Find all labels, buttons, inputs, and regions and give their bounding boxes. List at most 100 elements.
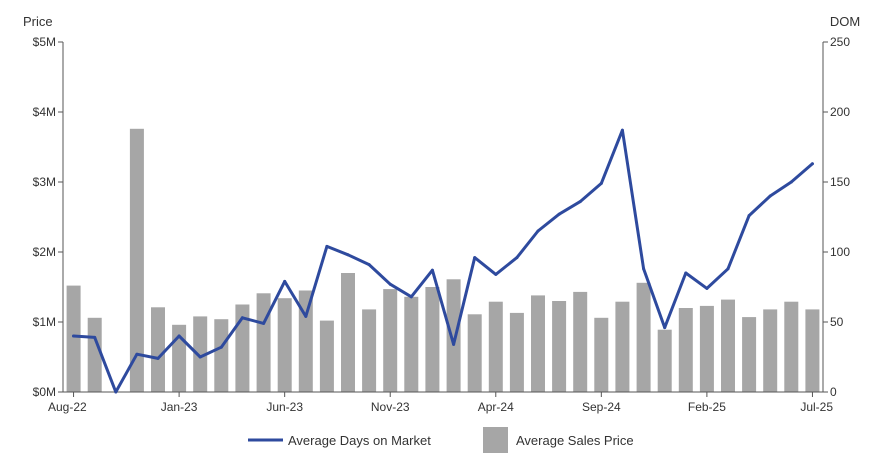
left-tick-label: $5M <box>33 35 56 49</box>
price-bar <box>235 304 250 392</box>
dom-point <box>93 335 97 339</box>
price-bar <box>509 312 524 392</box>
price-bar <box>425 287 440 392</box>
dom-point <box>578 200 582 204</box>
legend: Average Days on Market Average Sales Pri… <box>248 427 634 453</box>
dom-point <box>768 194 772 198</box>
right-tick-label: 100 <box>830 245 850 259</box>
legend-label-price: Average Sales Price <box>516 433 634 448</box>
price-bar <box>636 282 651 392</box>
dom-point <box>473 256 477 260</box>
left-tick-label: $4M <box>33 105 56 119</box>
price-bar <box>552 301 567 392</box>
price-bar <box>531 295 545 392</box>
left-tick-label: $1M <box>33 315 56 329</box>
dom-line <box>72 128 814 394</box>
price-bar <box>193 316 208 392</box>
dom-point <box>304 314 308 318</box>
dom-line-layer <box>72 128 814 394</box>
price-bar <box>657 329 672 392</box>
price-bar <box>763 309 778 392</box>
price-bar <box>404 296 419 392</box>
x-tick-label: Jul-25 <box>800 400 833 414</box>
right-tick-label: 200 <box>830 105 850 119</box>
right-tick-label: 0 <box>830 385 837 399</box>
dom-point <box>494 272 498 276</box>
price-bar <box>488 301 503 392</box>
x-tick-label: Jan-23 <box>161 400 198 414</box>
right-axis-title: DOM <box>830 14 860 29</box>
price-bar <box>383 289 398 392</box>
dom-point <box>684 271 688 275</box>
dom-point <box>409 295 413 299</box>
price-bar <box>277 298 292 392</box>
left-tick-label: $0M <box>33 385 56 399</box>
dom-point <box>620 128 624 132</box>
price-bar <box>678 308 693 392</box>
left-axis-title: Price <box>23 14 53 29</box>
dom-point <box>388 282 392 286</box>
dom-point <box>705 286 709 290</box>
dom-point <box>599 181 603 185</box>
price-bar <box>66 285 81 392</box>
x-tick-label: Nov-23 <box>371 400 410 414</box>
price-bar <box>129 128 144 393</box>
right-tick-label: 150 <box>830 175 850 189</box>
price-bar <box>341 273 355 392</box>
price-bar <box>214 319 229 392</box>
dom-point <box>789 180 793 184</box>
price-bars <box>66 128 820 393</box>
price-bar <box>446 279 461 392</box>
price-bar <box>615 301 630 392</box>
price-bar <box>742 317 757 392</box>
dom-point <box>198 355 202 359</box>
legend-box-swatch <box>483 427 508 453</box>
price-bar <box>784 301 799 392</box>
price-bar <box>362 309 377 392</box>
price-bar <box>319 320 334 392</box>
price-bar <box>594 317 609 392</box>
dom-point <box>283 279 287 283</box>
dom-point <box>72 334 76 338</box>
x-tick-label: Sep-24 <box>582 400 621 414</box>
x-tick-label: Feb-25 <box>688 400 726 414</box>
dom-point <box>430 268 434 272</box>
dom-point <box>557 212 561 216</box>
price-bar <box>298 290 313 392</box>
price-bar <box>721 299 735 392</box>
x-tick-label: Aug-22 <box>48 400 87 414</box>
dom-point <box>747 214 751 218</box>
dom-point <box>346 253 350 257</box>
dom-point <box>726 267 730 271</box>
dom-point <box>219 345 223 349</box>
axes: $0M $1M $2M $3M $4M $5M 0 50 100 150 200 250 Aug-22 J… <box>33 35 851 414</box>
dom-point <box>135 352 139 356</box>
price-bar <box>805 309 820 392</box>
right-tick-label: 50 <box>830 315 844 329</box>
x-tick-label: Apr-24 <box>478 400 514 414</box>
dom-point <box>536 229 540 233</box>
legend-label-dom: Average Days on Market <box>288 433 431 448</box>
dom-point <box>452 342 456 346</box>
dom-point <box>642 267 646 271</box>
price-bar <box>151 307 165 392</box>
price-bar <box>467 314 482 392</box>
dom-point <box>515 256 519 260</box>
price-bar <box>87 317 102 392</box>
price-bar <box>256 293 271 392</box>
price-bar <box>573 291 588 392</box>
dom-point <box>156 356 160 360</box>
dom-point <box>810 162 814 166</box>
dom-point <box>177 334 181 338</box>
right-tick-label: 250 <box>830 35 850 49</box>
x-tick-label: Jun-23 <box>266 400 303 414</box>
dom-point <box>240 316 244 320</box>
left-tick-label: $3M <box>33 175 56 189</box>
left-tick-label: $2M <box>33 245 56 259</box>
dom-point <box>262 321 266 325</box>
dom-point <box>663 326 667 330</box>
dom-point <box>325 244 329 248</box>
price-bar <box>699 305 714 392</box>
